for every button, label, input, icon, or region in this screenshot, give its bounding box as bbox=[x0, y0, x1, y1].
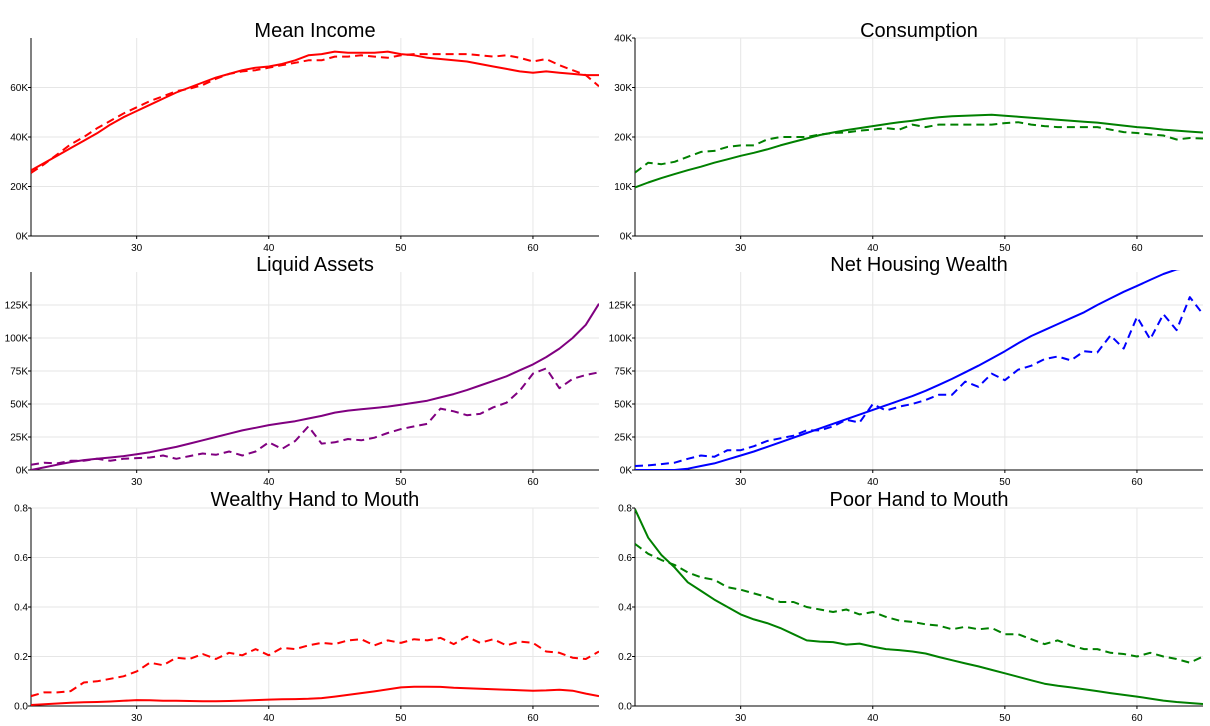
y-tick-label: 0.8 bbox=[14, 504, 28, 515]
x-tick-label: 30 bbox=[131, 477, 143, 488]
y-tick-label: 0K bbox=[16, 466, 29, 477]
x-tick-label: 50 bbox=[999, 713, 1011, 724]
chart-panel-5: 30 40 50 60 0.0 0.2 0.4 0.6 0.8 Wealthy Hand to M… bbox=[14, 489, 599, 724]
y-tick-label: 125K bbox=[609, 301, 633, 312]
x-tick-label: 60 bbox=[1131, 243, 1143, 254]
series-line-solid bbox=[635, 270, 1181, 470]
y-tick-label: 0.2 bbox=[618, 652, 632, 663]
y-tick-label: 0K bbox=[620, 232, 633, 243]
chart-panel-6: 30 40 50 60 0.0 0.2 0.4 0.6 0.8 Poor Hand to Mout… bbox=[618, 489, 1203, 724]
y-tick-label: 40K bbox=[10, 133, 28, 144]
x-tick-label: 30 bbox=[735, 243, 747, 254]
x-tick-label: 60 bbox=[1131, 477, 1143, 488]
chart-panel-3: 30 40 50 60 0K 25K 50K 75K 100K 125K Liquid Assets bbox=[5, 254, 599, 488]
x-tick-label: 30 bbox=[131, 713, 143, 724]
y-tick-label: 0K bbox=[620, 466, 633, 477]
x-tick-label: 60 bbox=[1131, 713, 1143, 724]
y-tick-label: 50K bbox=[614, 400, 632, 411]
y-tick-label: 0.6 bbox=[618, 553, 632, 564]
y-tick-label: 75K bbox=[614, 367, 632, 378]
chart-panel-2: 30 40 50 60 0K 10K 20K 30K 40K Consumption bbox=[614, 20, 1203, 254]
x-tick-label: 50 bbox=[999, 243, 1011, 254]
series-line-dashed bbox=[635, 296, 1203, 467]
x-tick-label: 30 bbox=[131, 243, 143, 254]
y-tick-label: 75K bbox=[10, 367, 28, 378]
series-line-solid bbox=[635, 508, 1203, 705]
chart-panel-4: 30 40 50 60 0K 25K 50K 75K 100K 125K Net Housing W… bbox=[609, 254, 1203, 488]
y-tick-label: 10K bbox=[614, 182, 632, 193]
y-tick-label: 25K bbox=[614, 433, 632, 444]
series-line-solid bbox=[31, 685, 599, 706]
series-line-solid bbox=[31, 303, 599, 470]
x-tick-label: 40 bbox=[867, 477, 879, 488]
y-tick-label: 25K bbox=[10, 433, 28, 444]
x-tick-label: 60 bbox=[527, 243, 539, 254]
x-tick-label: 30 bbox=[735, 713, 747, 724]
y-tick-label: 50K bbox=[10, 400, 28, 411]
x-tick-label: 40 bbox=[263, 713, 275, 724]
x-tick-label: 60 bbox=[527, 713, 539, 724]
chart-panel-1: 30 40 50 60 0K 20K 40K 60K Mean Income bbox=[10, 20, 599, 254]
y-tick-label: 60K bbox=[10, 83, 28, 94]
x-tick-label: 40 bbox=[867, 243, 879, 254]
series-line-dashed bbox=[31, 635, 599, 698]
series-line-dashed bbox=[31, 53, 599, 174]
x-tick-label: 50 bbox=[999, 477, 1011, 488]
x-tick-label: 40 bbox=[263, 477, 275, 488]
y-tick-label: 0.4 bbox=[618, 603, 632, 614]
y-tick-label: 0.6 bbox=[14, 553, 28, 564]
chart-title: Poor Hand to Mouth bbox=[830, 489, 1009, 511]
x-tick-label: 60 bbox=[527, 477, 539, 488]
y-tick-label: 30K bbox=[614, 83, 632, 94]
y-tick-label: 40K bbox=[614, 34, 632, 45]
y-tick-label: 0K bbox=[16, 232, 29, 243]
chart-title: Mean Income bbox=[254, 20, 375, 42]
x-tick-label: 50 bbox=[395, 713, 407, 724]
chart-title: Liquid Assets bbox=[256, 254, 374, 276]
x-tick-label: 40 bbox=[263, 243, 275, 254]
y-tick-label: 0.8 bbox=[618, 504, 632, 515]
y-tick-label: 0.4 bbox=[14, 603, 28, 614]
chart-title: Net Housing Wealth bbox=[830, 254, 1008, 276]
x-tick-label: 50 bbox=[395, 477, 407, 488]
series-line-solid bbox=[31, 50, 599, 172]
chart-title: Consumption bbox=[860, 20, 978, 42]
series-line-dashed bbox=[635, 121, 1203, 174]
y-tick-label: 0.0 bbox=[618, 702, 632, 713]
x-tick-label: 50 bbox=[395, 243, 407, 254]
x-tick-label: 30 bbox=[735, 477, 747, 488]
y-tick-label: 20K bbox=[10, 182, 28, 193]
y-tick-label: 100K bbox=[609, 334, 633, 345]
series-line-solid bbox=[635, 113, 1203, 189]
y-tick-label: 0.2 bbox=[14, 652, 28, 663]
x-tick-label: 40 bbox=[867, 713, 879, 724]
y-tick-label: 125K bbox=[5, 301, 29, 312]
y-tick-label: 100K bbox=[5, 334, 29, 345]
series-line-dashed bbox=[635, 543, 1203, 664]
chart-title: Wealthy Hand to Mouth bbox=[211, 489, 420, 511]
y-tick-label: 0.0 bbox=[14, 702, 28, 713]
series-line-dashed bbox=[31, 367, 599, 466]
y-tick-label: 20K bbox=[614, 133, 632, 144]
